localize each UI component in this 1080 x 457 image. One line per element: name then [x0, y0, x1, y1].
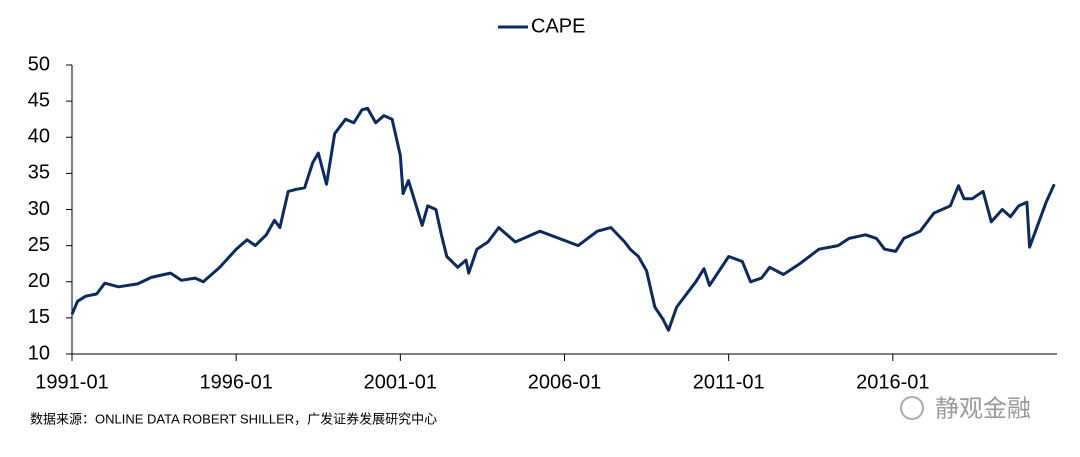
y-tick-label: 10 [28, 342, 50, 364]
y-tick-label: 15 [28, 306, 50, 328]
x-tick-label: 1991-01 [35, 371, 108, 393]
y-tick-label: 30 [28, 198, 50, 220]
y-tick-label: 20 [28, 270, 50, 292]
x-tick-label: 1996-01 [199, 371, 272, 393]
x-tick-label: 2016-01 [856, 371, 929, 393]
legend-label: CAPE [531, 15, 585, 37]
y-tick-label: 50 [28, 53, 50, 75]
y-tick-label: 45 [28, 89, 50, 111]
source-note: 数据来源：ONLINE DATA ROBERT SHILLER，广发证券发展研究… [30, 411, 437, 426]
x-tick-label: 2006-01 [528, 371, 601, 393]
x-tick-label: 2001-01 [364, 371, 437, 393]
y-tick-label: 35 [28, 162, 50, 184]
watermark: 静观金融 [935, 395, 1031, 422]
x-tick-label: 2011-01 [693, 371, 765, 393]
y-tick-label: 40 [28, 126, 50, 148]
series-line [70, 106, 1056, 332]
y-tick-label: 25 [28, 234, 50, 256]
watermark-icon [900, 396, 924, 420]
